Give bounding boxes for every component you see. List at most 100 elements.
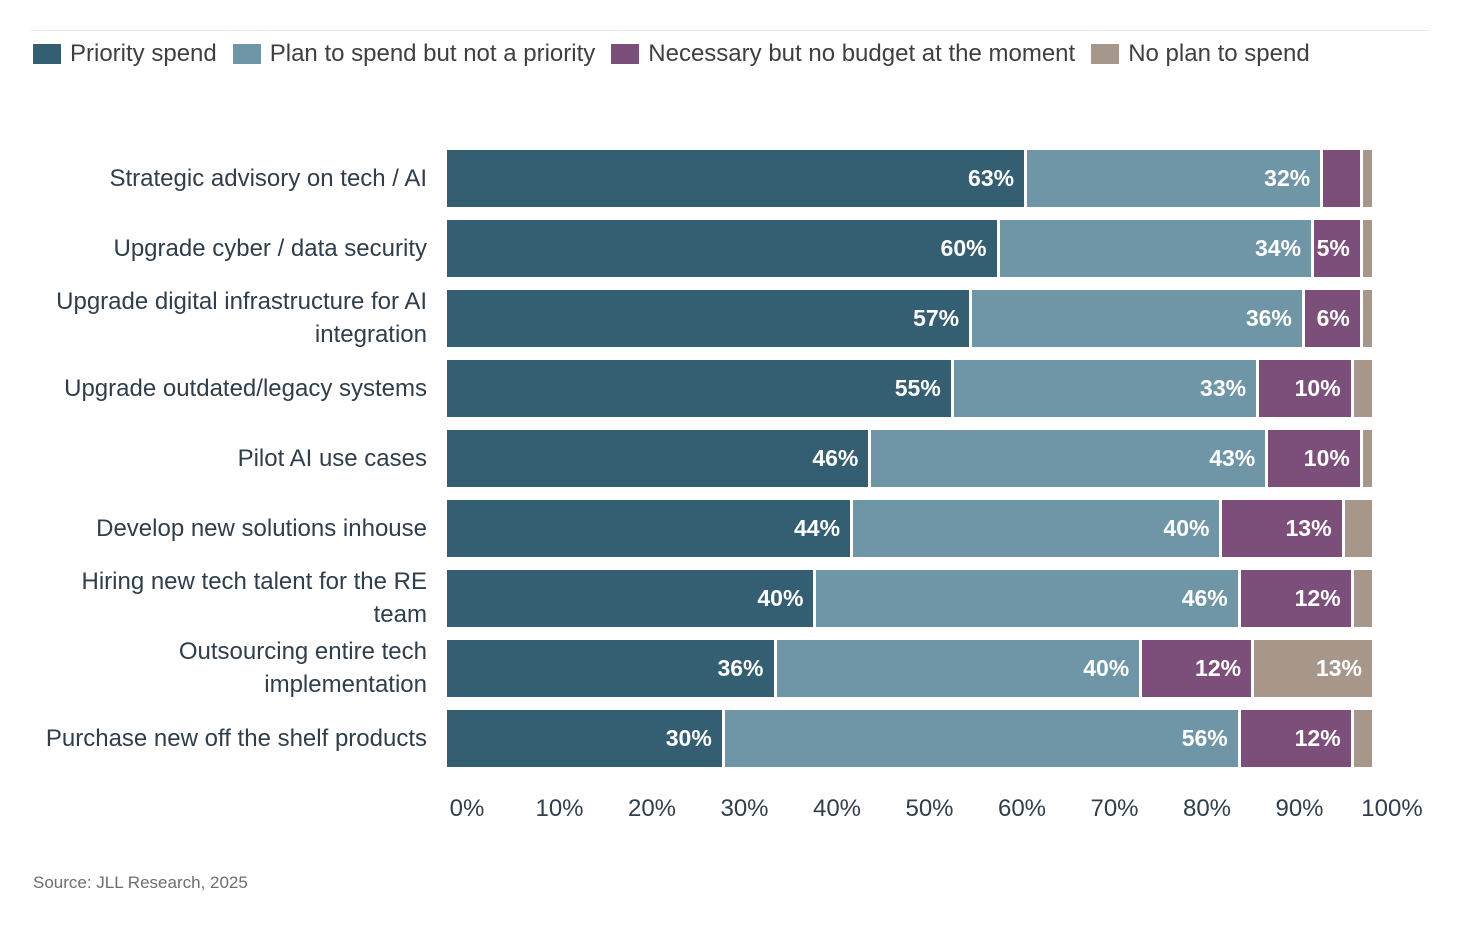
x-tick-label: 60% [997, 795, 1047, 822]
bar-segment: 46% [447, 429, 869, 487]
x-tick-label: 20% [627, 795, 677, 822]
segment-value-label: 46% [1181, 584, 1228, 611]
legend-swatch-icon [611, 44, 640, 64]
segment-value-label: 6% [1316, 304, 1350, 331]
segment-value-label: 12% [1294, 584, 1341, 611]
segment-value-label: 55% [894, 374, 941, 401]
legend-swatch-icon [232, 44, 261, 64]
bar-segment [1362, 429, 1372, 487]
bar-segment: 57% [447, 289, 970, 347]
category-label: Upgrade outdated/legacy systems [64, 374, 427, 402]
bar-segment [1353, 569, 1372, 627]
x-axis: 0% 10% 20% 30% 40% 50% 60% 70% 80% 90% 100% [450, 795, 1423, 829]
bar-segment: 34% [999, 219, 1312, 277]
legend-label: Necessary but no budget at the moment [648, 40, 1076, 67]
bar: 60% 34% 5% [447, 219, 1372, 277]
bar-segment: 30% [447, 709, 722, 767]
legend-label: No plan to spend [1128, 40, 1310, 67]
segment-value-label: 40% [1083, 654, 1130, 681]
segment-value-label: 40% [1163, 514, 1210, 541]
bar: 55% 33% 10% [447, 359, 1372, 417]
segment-value-label: 12% [1195, 654, 1242, 681]
bar-segment: 12% [1240, 569, 1351, 627]
bar-segment: 36% [972, 289, 1302, 347]
segment-value-label: 30% [665, 724, 712, 751]
segment-value-label: 13% [1285, 514, 1332, 541]
bar-segment: 36% [447, 639, 774, 697]
legend-label: Plan to spend but not a priority [269, 40, 596, 67]
bar-segment: 32% [1027, 149, 1321, 207]
bar-segment [1362, 219, 1372, 277]
bar: 44% 40% 13% [447, 499, 1373, 557]
chart-row: Upgrade cyber / data security 60% 34% 5% [33, 213, 1392, 283]
bar-segment [1353, 359, 1372, 417]
x-tick-label: 40% [812, 795, 862, 822]
bar-segment: 44% [447, 499, 851, 557]
bar-segment: 6% [1304, 289, 1360, 347]
chart-row: Strategic advisory on tech / AI 63% 32% [33, 143, 1392, 213]
bar-segment [1344, 499, 1373, 557]
legend-item: Necessary but no budget at the moment [611, 40, 1075, 68]
source-note: Source: JLL Research, 2025 [33, 873, 248, 892]
bar-segment: 55% [447, 359, 951, 417]
bar: 40% 46% 12% [447, 569, 1372, 627]
bar-segment: 40% [853, 499, 1220, 557]
segment-value-label: 32% [1264, 164, 1311, 191]
bar-segment: 46% [816, 569, 1238, 627]
chart-row: Upgrade digital infrastructure for AI in… [33, 283, 1392, 353]
category-label: Strategic advisory on tech / AI [109, 164, 428, 192]
legend-label: Priority spend [70, 40, 217, 67]
segment-value-label: 57% [913, 304, 960, 331]
x-tick-label: 70% [1090, 795, 1139, 822]
segment-value-label: 36% [717, 654, 764, 681]
chart-legend: Priority spend Plan to spend but not a pr… [33, 40, 1310, 68]
category-label: Develop new solutions inhouse [96, 514, 427, 542]
bar-segment [1362, 149, 1372, 207]
chart-row: Purchase new off the shelf products 30% 56… [33, 703, 1392, 773]
bar-segment: 63% [447, 149, 1025, 207]
x-tick-label: 80% [1182, 795, 1232, 822]
bar-segment: 12% [1142, 639, 1252, 697]
chart-row: Develop new solutions inhouse 44% 40% 13% [33, 493, 1392, 563]
bar: 57% 36% 6% [447, 289, 1372, 347]
segment-value-label: 5% [1316, 234, 1350, 261]
x-tick-label: 100% [1361, 795, 1423, 822]
bar-segment: 33% [953, 359, 1257, 417]
legend-swatch-icon [1091, 44, 1120, 64]
category-label: Upgrade cyber / data security [113, 234, 428, 262]
bar: 63% 32% [447, 149, 1372, 207]
segment-value-label: 44% [794, 514, 841, 541]
category-label: Hiring new tech talent for the RE team [81, 568, 427, 628]
segment-value-label: 36% [1245, 304, 1292, 331]
bar-segment: 12% [1240, 709, 1351, 767]
bar-segment: 5% [1314, 219, 1360, 277]
top-divider [31, 30, 1430, 31]
segment-value-label: 34% [1254, 234, 1302, 261]
bar-segment: 40% [447, 569, 814, 627]
bar-segment [1362, 289, 1372, 347]
bar-segment: 13% [1254, 639, 1372, 697]
bar-segment [1353, 709, 1372, 767]
bar-segment: 40% [776, 639, 1140, 697]
segment-value-label: 46% [812, 444, 859, 471]
legend-item: Plan to spend but not a priority [232, 40, 596, 68]
bar: 36% 40% 12% 13% [447, 639, 1372, 697]
legend-item: No plan to spend [1091, 40, 1310, 68]
segment-value-label: 33% [1200, 374, 1247, 401]
legend-item: Priority spend [33, 40, 217, 68]
segment-value-label: 13% [1315, 654, 1362, 681]
chart-row: Outsourcing entire tech implementation 36… [33, 633, 1392, 703]
segment-value-label: 43% [1209, 444, 1256, 471]
category-label: Outsourcing entire tech implementation [178, 638, 427, 698]
stacked-bar-chart: Strategic advisory on tech / AI 63% 32% Upg… [33, 143, 1392, 773]
segment-value-label: 60% [940, 234, 987, 261]
x-tick-label: 0% [449, 795, 485, 822]
x-tick-label: 90% [1275, 795, 1324, 822]
bar: 46% 43% 10% [447, 429, 1372, 487]
bar-segment: 60% [447, 219, 997, 277]
bar: 30% 56% 12% [447, 709, 1372, 767]
bar-segment: 43% [871, 429, 1266, 487]
segment-value-label: 10% [1294, 374, 1341, 401]
x-tick-label: 50% [905, 795, 954, 822]
segment-value-label: 63% [968, 164, 1015, 191]
